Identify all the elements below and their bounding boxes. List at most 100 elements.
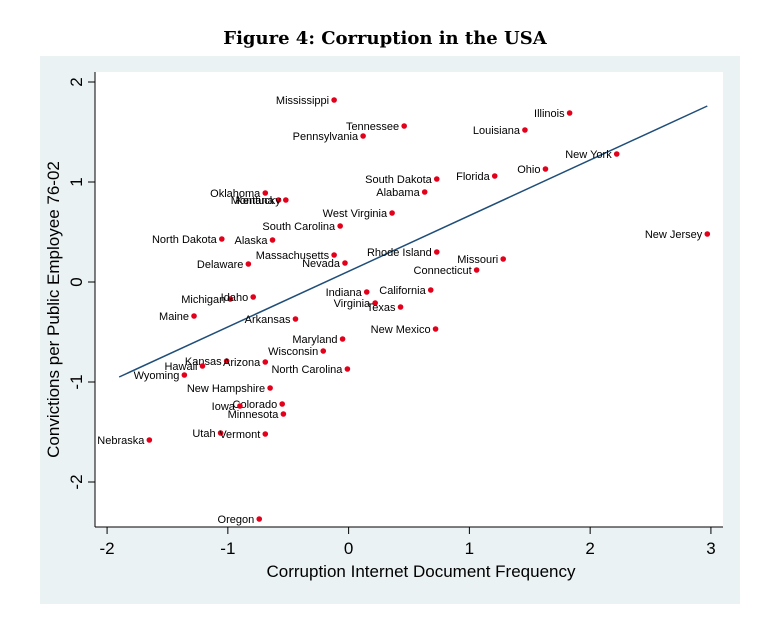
point-label: New Hampshire <box>187 383 265 395</box>
x-tick-label: -2 <box>100 539 115 558</box>
point-label: Colorado <box>233 399 278 411</box>
point-label: Maine <box>159 311 189 323</box>
x-tick-label: 0 <box>344 539 353 558</box>
point-label: West Virginia <box>323 208 388 220</box>
data-point <box>522 127 528 133</box>
data-point <box>491 173 498 179</box>
data-point <box>279 401 285 407</box>
point-label: Michigan <box>181 294 225 306</box>
point-label: California <box>379 285 426 297</box>
x-tick-label: -1 <box>220 539 235 558</box>
data-point <box>342 260 348 266</box>
point-label: Wisconsin <box>268 346 318 358</box>
y-tick-label: 2 <box>67 77 86 86</box>
data-point <box>337 223 343 229</box>
x-axis-label: Corruption Internet Document Frequency <box>267 562 576 581</box>
data-point <box>331 252 337 258</box>
x-tick-label: 1 <box>465 539 474 558</box>
chart-title: Figure 4: Corruption in the USA <box>223 28 547 49</box>
data-point <box>433 249 440 255</box>
point-label: Tennessee <box>346 121 399 133</box>
point-label: Kansas <box>185 356 222 368</box>
point-label: Missouri <box>457 254 498 266</box>
data-point <box>280 411 287 417</box>
point-label: Kentucky <box>236 195 282 207</box>
point-label: Oklahoma <box>210 188 261 200</box>
x-tick-label: 3 <box>706 539 715 558</box>
data-point <box>181 372 188 378</box>
point-label: Alabama <box>376 187 420 199</box>
data-point <box>267 385 273 391</box>
point-label: Florida <box>456 171 491 183</box>
data-point <box>250 294 257 300</box>
point-label: Indiana <box>326 287 363 299</box>
data-point <box>331 97 337 103</box>
point-label: New Jersey <box>645 229 703 241</box>
point-label: Mississippi <box>276 95 329 107</box>
data-point <box>217 430 224 436</box>
point-label: Iowa <box>212 401 236 413</box>
data-point <box>199 363 206 369</box>
x-tick-label: 2 <box>585 539 594 558</box>
point-label: Illinois <box>534 108 565 120</box>
data-point <box>262 431 269 437</box>
data-point <box>237 403 243 409</box>
data-point <box>397 304 404 310</box>
point-label: New Mexico <box>371 324 431 336</box>
y-tick-label: -1 <box>67 374 86 389</box>
data-point <box>421 189 428 195</box>
point-label: Montana <box>231 195 275 207</box>
point-label: New York <box>565 149 612 161</box>
point-label: Pennsylvania <box>293 131 359 143</box>
point-label: Louisiana <box>473 125 521 137</box>
point-label: Alaska <box>234 235 268 247</box>
data-point <box>542 166 549 172</box>
data-point <box>283 197 289 203</box>
point-label: Minnesota <box>228 409 280 421</box>
point-label: Arizona <box>223 357 261 369</box>
data-point <box>566 110 573 116</box>
point-label: Ohio <box>517 164 540 176</box>
scatter-chart: -2 -1 0 1 2 3 -2 -1 0 1 2 Corruption Internet Docum… <box>44 72 723 581</box>
point-label: South Dakota <box>365 174 433 186</box>
point-label: Idaho <box>221 292 249 304</box>
point-label: Maryland <box>292 334 337 346</box>
data-point <box>275 197 282 203</box>
point-label: Rhode Island <box>367 247 432 259</box>
y-tick-label: 1 <box>67 177 86 186</box>
data-point <box>500 256 507 262</box>
point-label: Oregon <box>218 514 255 526</box>
data-point <box>473 267 480 273</box>
plot-area <box>95 72 723 527</box>
data-point <box>613 151 620 157</box>
data-point <box>389 210 395 216</box>
data-point <box>427 287 434 293</box>
data-point <box>433 176 440 182</box>
point-label: Virginia <box>334 298 371 310</box>
data-point <box>339 336 346 342</box>
fit-line <box>118 105 708 378</box>
point-label: Texas <box>367 302 396 314</box>
point-label: Hawaii <box>164 361 197 373</box>
data-point <box>432 326 439 332</box>
point-label: North Carolina <box>271 364 343 376</box>
point-label: Vermont <box>219 429 260 441</box>
point-label: Nevada <box>302 258 341 270</box>
data-point <box>292 316 299 322</box>
data-point <box>262 190 269 196</box>
data-point <box>372 300 378 306</box>
y-axis-label: Convictions per Public Employee 76-02 <box>44 161 63 458</box>
data-point <box>704 231 711 237</box>
y-tick-label: 0 <box>67 277 86 286</box>
data-point <box>401 123 407 129</box>
data-point <box>227 296 234 302</box>
data-point <box>256 516 263 522</box>
data-point <box>262 359 269 365</box>
data-point <box>223 358 230 364</box>
data-point <box>363 289 370 295</box>
data-point <box>269 237 276 243</box>
data-point <box>146 437 153 443</box>
data-point <box>245 261 252 267</box>
point-label: South Carolina <box>262 221 336 233</box>
data-point <box>219 236 225 242</box>
